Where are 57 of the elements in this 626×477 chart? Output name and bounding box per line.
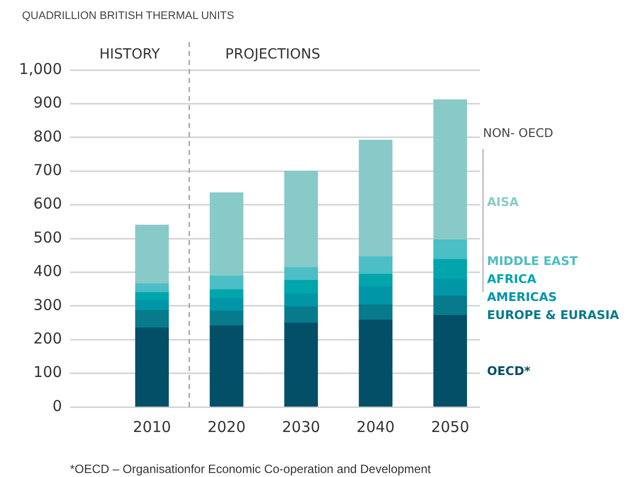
bar xyxy=(284,170,318,268)
bar xyxy=(284,293,318,307)
bar xyxy=(210,192,244,276)
bar xyxy=(210,298,244,312)
x-tick-label: 2030 xyxy=(282,418,320,436)
bar xyxy=(135,327,169,407)
text: *OECD – Organisationfor Economic Co-operation and Development xyxy=(70,462,431,476)
y-tick-label: 600 xyxy=(33,194,62,213)
y-tick-label: 700 xyxy=(33,160,62,179)
bar xyxy=(284,280,318,294)
y-tick-label: 400 xyxy=(33,262,62,280)
series-label: MIDDLE EAST xyxy=(487,254,578,268)
bar xyxy=(210,289,244,299)
y-tick-label: 900 xyxy=(33,94,62,112)
x-tick-label: 2010 xyxy=(132,418,172,436)
y-tick-label: 200 xyxy=(33,329,62,348)
y-tick-label: 300 xyxy=(33,296,62,314)
bar xyxy=(433,315,468,407)
bar xyxy=(433,259,468,280)
bar xyxy=(135,310,169,328)
bar xyxy=(284,267,318,281)
bar xyxy=(433,278,468,296)
bar xyxy=(210,276,244,290)
legend-title: NON- OECD xyxy=(483,126,554,140)
series-label: OECD* xyxy=(487,364,532,378)
text: HISTORY xyxy=(99,46,160,63)
bar xyxy=(135,292,169,301)
bar xyxy=(433,99,468,240)
bar xyxy=(358,256,392,275)
x-tick-label: 2020 xyxy=(207,418,246,436)
bar xyxy=(284,306,318,324)
x-tick-label: 2040 xyxy=(356,418,395,436)
series-label: AMERICAS xyxy=(487,290,557,304)
bar xyxy=(210,325,244,407)
y-tick-label: 800 xyxy=(33,127,62,146)
bar xyxy=(135,283,169,293)
bar xyxy=(284,322,318,407)
bar xyxy=(358,286,392,305)
text: PROJECTIONS xyxy=(225,46,320,63)
y-tick-label: 500 xyxy=(33,228,62,246)
series-label: EUROPE & EURASIA xyxy=(487,308,620,322)
series-label: AFRICA xyxy=(487,272,537,286)
y-tick-label: 1,000 xyxy=(19,60,62,78)
bar xyxy=(135,224,169,284)
bar xyxy=(358,304,392,320)
series-label: AISA xyxy=(487,195,520,210)
bar xyxy=(358,274,392,288)
bar xyxy=(135,300,169,311)
bar xyxy=(210,310,244,326)
y-axis-title: QUADRILLION BRITISH THERMAL UNITS xyxy=(22,10,234,22)
y-tick-label: 100 xyxy=(33,363,62,382)
bar xyxy=(358,320,392,407)
x-tick-label: 2050 xyxy=(431,418,470,436)
y-tick-label: 0 xyxy=(52,396,62,415)
bar xyxy=(358,140,392,258)
bar xyxy=(433,240,468,260)
bar xyxy=(433,295,468,316)
